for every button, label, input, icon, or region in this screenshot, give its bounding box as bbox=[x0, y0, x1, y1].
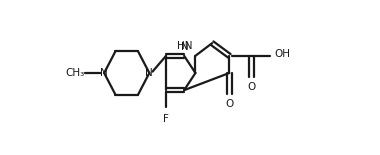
Text: CH₃: CH₃ bbox=[66, 68, 85, 78]
Text: HN: HN bbox=[177, 41, 193, 51]
Text: O: O bbox=[225, 99, 233, 109]
Text: N: N bbox=[100, 68, 108, 78]
Text: N: N bbox=[146, 68, 153, 78]
Text: O: O bbox=[248, 82, 256, 92]
Text: N: N bbox=[181, 42, 189, 52]
Text: OH: OH bbox=[274, 49, 290, 59]
Text: F: F bbox=[163, 114, 169, 124]
